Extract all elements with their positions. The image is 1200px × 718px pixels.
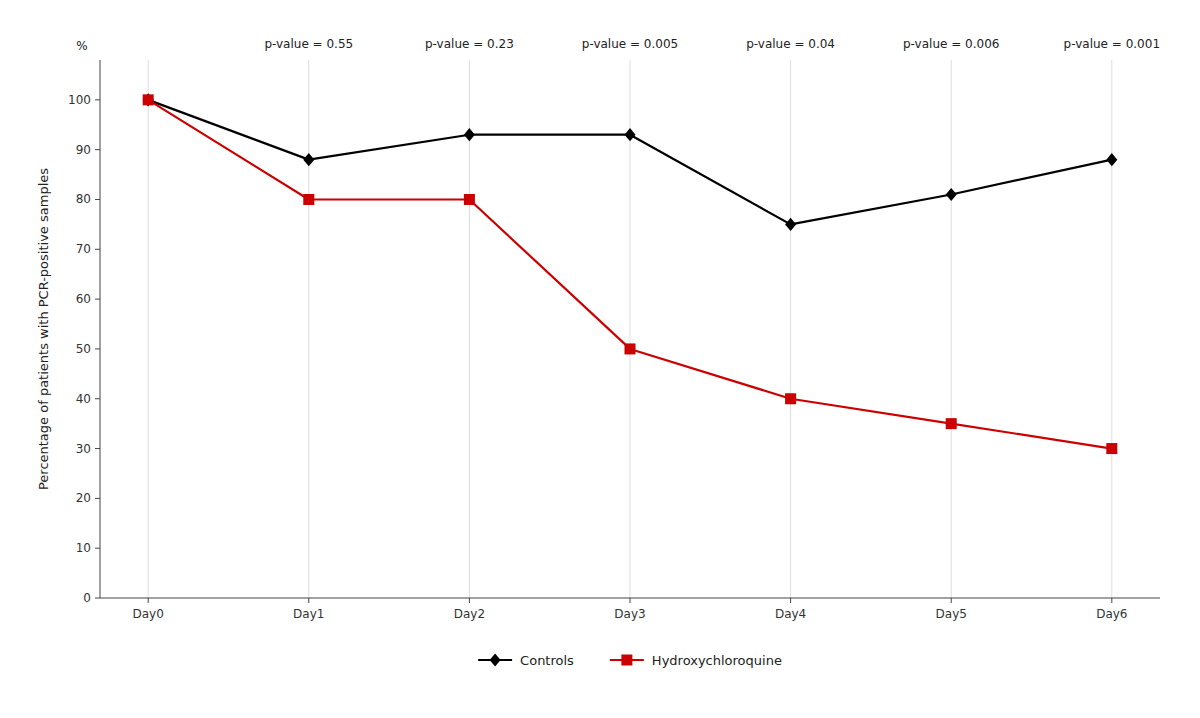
y-tick-label: 100 xyxy=(68,93,91,107)
series-marker xyxy=(946,418,957,429)
legend: Controls Hydroxychloroquine xyxy=(478,653,782,668)
y-tick xyxy=(95,398,100,399)
x-tick-label: Day6 xyxy=(1096,607,1127,621)
series-marker xyxy=(1106,153,1117,166)
y-tick xyxy=(95,249,100,250)
y-tick-label: 10 xyxy=(76,541,91,555)
y-axis-label: Percentage of patients with PCR-positive… xyxy=(36,168,51,490)
legend-item: Controls xyxy=(478,653,574,668)
unit-annotation: % xyxy=(76,39,87,53)
series-marker xyxy=(1106,443,1117,454)
series-marker xyxy=(625,128,636,141)
x-tick xyxy=(790,598,791,603)
x-tick xyxy=(308,598,309,603)
series-marker xyxy=(625,343,636,354)
y-tick xyxy=(95,548,100,549)
x-tick xyxy=(951,598,952,603)
y-axis-line xyxy=(100,60,101,598)
grid-line xyxy=(148,60,149,598)
y-tick xyxy=(95,199,100,200)
series-marker xyxy=(143,94,154,105)
p-value-annotation: p-value = 0.55 xyxy=(264,37,353,51)
y-tick xyxy=(95,598,100,599)
y-tick-label: 60 xyxy=(76,292,91,306)
y-tick-label: 0 xyxy=(83,591,91,605)
p-value-annotation: p-value = 0.04 xyxy=(746,37,835,51)
grid-line xyxy=(790,60,791,598)
y-tick xyxy=(95,99,100,100)
p-value-annotation: p-value = 0.23 xyxy=(425,37,514,51)
x-tick xyxy=(1111,598,1112,603)
series-marker xyxy=(785,393,796,404)
axes: 0 10 20 30 40 50 60 70 80 90 100 Day0 Day1 Day2 Day3 Da… xyxy=(68,60,1160,621)
y-tick-label: 30 xyxy=(76,442,91,456)
y-tick-label: 80 xyxy=(76,192,91,206)
p-value-annotation: p-value = 0.001 xyxy=(1064,37,1160,51)
legend-label: Hydroxychloroquine xyxy=(652,653,782,668)
p-value-annotation: p-value = 0.005 xyxy=(582,37,678,51)
y-tick xyxy=(95,498,100,499)
x-tick-label: Day4 xyxy=(775,607,806,621)
x-tick xyxy=(469,598,470,603)
plot-area xyxy=(143,93,1118,454)
y-tick xyxy=(95,149,100,150)
series-marker xyxy=(464,128,475,141)
x-tick-label: Day2 xyxy=(454,607,485,621)
legend-label: Controls xyxy=(520,653,574,668)
y-tick xyxy=(95,299,100,300)
x-tick xyxy=(148,598,149,603)
chart: 0 10 20 30 40 50 60 70 80 90 100 Day0 Day1 Day2 Day3 Da… xyxy=(0,0,1200,718)
y-tick-label: 20 xyxy=(76,491,91,505)
legend-marker xyxy=(490,653,501,666)
grid-line xyxy=(1111,60,1112,598)
series-marker xyxy=(143,93,154,106)
y-tick xyxy=(95,448,100,449)
series-marker xyxy=(464,194,475,205)
p-value-annotation: p-value = 0.006 xyxy=(903,37,999,51)
series-marker xyxy=(303,153,314,166)
series-marker xyxy=(946,188,957,201)
x-tick xyxy=(630,598,631,603)
y-tick-label: 90 xyxy=(76,143,91,157)
grid-line xyxy=(951,60,952,598)
series-marker xyxy=(303,194,314,205)
y-tick-label: 50 xyxy=(76,342,91,356)
x-tick-label: Day0 xyxy=(133,607,164,621)
series-line xyxy=(148,100,1112,449)
x-tick-label: Day1 xyxy=(293,607,324,621)
x-tick-label: Day5 xyxy=(936,607,967,621)
grid-line xyxy=(308,60,309,598)
y-tick xyxy=(95,348,100,349)
legend-marker xyxy=(621,655,632,666)
grid xyxy=(148,60,1112,598)
x-tick-label: Day3 xyxy=(614,607,645,621)
series-line xyxy=(148,100,1112,225)
y-tick-label: 40 xyxy=(76,392,91,406)
series-marker xyxy=(785,218,796,231)
y-tick-label: 70 xyxy=(76,242,91,256)
legend-item: Hydroxychloroquine xyxy=(610,653,782,668)
